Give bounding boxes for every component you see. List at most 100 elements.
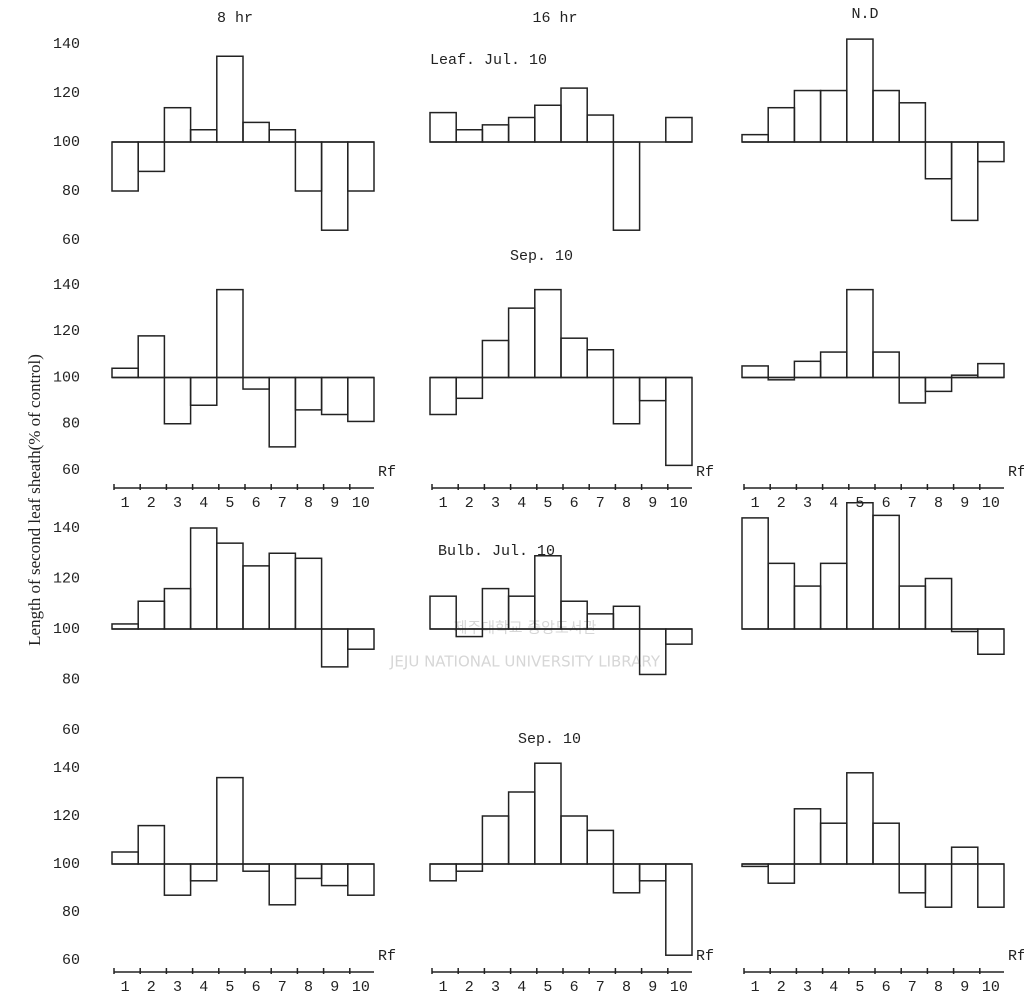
step-bar [898, 585, 927, 630]
x-tick-label: 6 [882, 979, 891, 995]
y-tick-label: 100 [53, 134, 80, 151]
y-tick-label: 100 [53, 369, 80, 386]
step-bar [268, 552, 297, 630]
row-title: Leaf. Jul. 10 [430, 52, 547, 69]
step-bar [534, 104, 562, 143]
step-bar [163, 106, 192, 143]
step-bar [767, 863, 796, 884]
x-tick-label: 9 [330, 495, 339, 512]
step-bar [347, 628, 375, 650]
x-tick-label: 6 [252, 979, 261, 995]
row-title: Sep. 10 [518, 731, 581, 748]
step-bar [429, 595, 457, 630]
step-bar [793, 808, 822, 865]
step-bar [481, 815, 510, 865]
step-bar [268, 376, 297, 448]
x-tick-label: 2 [777, 979, 786, 995]
x-tick-label: 9 [648, 979, 657, 995]
step-bar [507, 791, 536, 865]
x-tick-label: 6 [252, 495, 261, 512]
x-tick-label: 4 [199, 495, 208, 512]
step-bar [189, 376, 218, 406]
step-bar [819, 822, 848, 865]
x-tick-label: 8 [304, 495, 313, 512]
step-bar [242, 565, 270, 630]
x-tick-label: 7 [596, 979, 605, 995]
column-title: 16 hr [532, 10, 577, 27]
step-bar [320, 628, 349, 668]
y-tick-label: 120 [53, 323, 80, 340]
step-bar [216, 542, 244, 630]
step-bar [481, 339, 510, 379]
x-tick-label: 10 [670, 495, 688, 512]
step-bar [612, 141, 641, 231]
step-bar [560, 87, 588, 143]
step-bar [977, 362, 1005, 379]
x-tick-label: 5 [543, 495, 552, 512]
x-tick-label: 6 [570, 495, 579, 512]
step-bar [872, 514, 900, 630]
x-tick-label: 4 [829, 979, 838, 995]
step-bar [924, 577, 953, 630]
y-tick-label: 60 [62, 952, 80, 969]
step-bar [189, 863, 218, 882]
step-bar [793, 89, 822, 143]
step-bar [638, 376, 667, 402]
step-bar [612, 376, 641, 425]
x-tick-label: 10 [982, 979, 1000, 995]
y-tick-label: 120 [53, 85, 80, 102]
step-bar [950, 374, 979, 379]
step-bar [455, 863, 484, 872]
step-bar [872, 351, 900, 379]
step-bar [638, 628, 667, 676]
x-axis-label: Rf [696, 464, 714, 481]
x-tick-label: 3 [491, 495, 500, 512]
step-bar [534, 288, 562, 379]
x-tick-label: 9 [960, 979, 969, 995]
y-tick-label: 80 [62, 183, 80, 200]
step-bar [767, 562, 796, 630]
step-bar [163, 587, 192, 630]
step-bar [612, 863, 641, 894]
step-bar [898, 376, 927, 404]
step-bar [216, 288, 244, 379]
x-tick-label: 7 [596, 495, 605, 512]
y-tick-label: 120 [53, 570, 80, 587]
step-bar [242, 121, 270, 143]
step-bar [429, 376, 457, 416]
step-bar [741, 517, 769, 630]
x-tick-label: 3 [803, 979, 812, 995]
step-bar [534, 555, 562, 630]
step-bar [612, 605, 641, 630]
step-bar [924, 376, 953, 393]
x-tick-label: 3 [173, 979, 182, 995]
x-axis-label: Rf [696, 948, 714, 965]
step-bar [586, 114, 615, 143]
step-bar [534, 762, 562, 865]
y-tick-label: 140 [53, 277, 80, 294]
step-bar [819, 351, 848, 379]
x-tick-label: 2 [777, 495, 786, 512]
step-bar [320, 141, 349, 231]
y-tick-label: 60 [62, 462, 80, 479]
y-axis-label: Length of second leaf sheath(% of contro… [25, 354, 44, 646]
x-tick-label: 8 [622, 979, 631, 995]
step-bar [872, 822, 900, 865]
step-bar [977, 141, 1005, 163]
step-bar [793, 585, 822, 630]
step-bar [320, 376, 349, 416]
step-bar [924, 141, 953, 180]
step-bar [429, 111, 457, 143]
x-tick-label: 10 [352, 495, 370, 512]
y-tick-label: 140 [53, 520, 80, 537]
step-bar [111, 141, 139, 192]
step-bar [294, 863, 323, 880]
x-tick-label: 4 [517, 979, 526, 995]
watermark-sub: JEJU NATIONAL UNIVERSITY LIBRARY [389, 653, 661, 671]
step-bar [242, 863, 270, 872]
x-tick-label: 3 [491, 979, 500, 995]
step-bar [294, 141, 323, 192]
x-tick-label: 7 [278, 495, 287, 512]
step-bar [924, 863, 953, 908]
